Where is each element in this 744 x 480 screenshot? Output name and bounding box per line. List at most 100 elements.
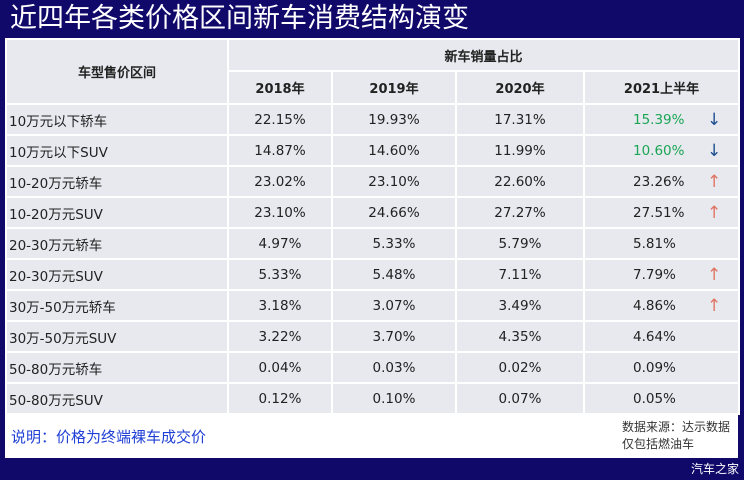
- table-row: 30万-50万元轿车 3.18% 3.07% 3.49% 4.86% ↑: [5, 289, 741, 322]
- cell-text: 27.27%: [494, 204, 546, 221]
- cell-value: 11.99%: [455, 134, 585, 167]
- row-label: 30万-50万元SUV: [5, 320, 229, 353]
- cell-value: 14.60%: [331, 134, 457, 167]
- table-row: 10-20万元SUV 23.10% 24.66% 27.27% 27.51% ↑: [5, 196, 741, 229]
- row-label: 20-30万元轿车: [5, 227, 229, 260]
- cell-value: 22.60%: [455, 165, 585, 198]
- arrow-up-icon: ↑: [707, 203, 722, 223]
- cell-text: 23.10%: [254, 204, 306, 221]
- cell-text: 24.66%: [368, 204, 420, 221]
- cell-text: 14.60%: [368, 142, 420, 159]
- cell-value: 4.64%: [582, 320, 741, 353]
- column-header: 2018年: [227, 70, 333, 105]
- cell-text: 23.10%: [368, 173, 420, 190]
- cell-value: 24.66%: [331, 196, 457, 229]
- cell-value: 0.12%: [227, 382, 333, 415]
- table-row: 10-20万元轿车 23.02% 23.10% 22.60% 23.26% ↑: [5, 165, 741, 198]
- cell-value: 3.07%: [331, 289, 457, 322]
- cell-text: 22.60%: [494, 173, 546, 190]
- page-title: 近四年各类价格区间新车消费结构演变: [10, 3, 469, 34]
- table-panel: 车型售价区间 新车销量占比 2018年 2019年 2020年 2021上半年 …: [5, 38, 741, 458]
- table-row: 20-30万元SUV 5.33% 5.48% 7.11% 7.79% ↑: [5, 258, 741, 291]
- cell-value: 5.33%: [227, 258, 333, 291]
- cell-text: 5.33%: [258, 266, 302, 283]
- cell-text: 3.49%: [498, 297, 542, 314]
- cell-value: 17.31%: [455, 103, 585, 136]
- cell-value: 22.15%: [227, 103, 333, 136]
- cell-text: 3.22%: [258, 328, 302, 345]
- cell-value: 5.79%: [455, 227, 585, 260]
- cell-value: 15.39% ↓: [582, 103, 741, 136]
- row-label: 20-30万元SUV: [5, 258, 229, 291]
- cell-text: 23.02%: [254, 173, 306, 190]
- watermark: 汽车之家: [690, 462, 739, 476]
- cell-value: 4.97%: [227, 227, 333, 260]
- cell-text: 5.79%: [498, 235, 542, 252]
- cell-value: 0.03%: [331, 351, 457, 384]
- cell-text: 0.10%: [372, 390, 416, 407]
- cell-value: 23.10%: [227, 196, 333, 229]
- cell-value: 4.35%: [455, 320, 585, 353]
- cell-text: 27.51%: [633, 204, 685, 221]
- cell-text: 23.26%: [633, 173, 685, 190]
- table-row: 50-80万元SUV 0.12% 0.10% 0.07% 0.05%: [5, 382, 741, 415]
- cell-text: 4.97%: [258, 235, 302, 252]
- table-row: 20-30万元轿车 4.97% 5.33% 5.79% 5.81%: [5, 227, 741, 260]
- source-line: 仅包括燃油车: [621, 437, 694, 451]
- cell-text: 0.07%: [498, 390, 542, 407]
- cell-value: 0.05%: [582, 382, 741, 415]
- cell-text: 4.64%: [633, 328, 676, 345]
- cell-text: 0.12%: [258, 390, 302, 407]
- arrow-up-icon: ↑: [707, 296, 722, 316]
- price-structure-table: 车型售价区间 新车销量占比 2018年 2019年 2020年 2021上半年 …: [5, 38, 741, 415]
- cell-value: 3.70%: [331, 320, 457, 353]
- table-row: 10万元以下SUV 14.87% 14.60% 11.99% 10.60% ↓: [5, 134, 741, 167]
- cell-value: 27.51% ↑: [582, 196, 741, 229]
- source-line: 数据来源：达示数据: [621, 420, 730, 434]
- cell-text: 0.02%: [498, 359, 542, 376]
- row-label: 10万元以下轿车: [5, 103, 229, 136]
- cell-text: 19.93%: [368, 111, 420, 128]
- cell-value: 5.33%: [331, 227, 457, 260]
- cell-text: 5.48%: [372, 266, 416, 283]
- group-header: 新车销量占比: [226, 38, 741, 72]
- row-label: 50-80万元SUV: [5, 382, 229, 415]
- cell-text: 10.60%: [633, 142, 685, 159]
- row-label: 50-80万元轿车: [5, 351, 229, 384]
- cell-value: 27.27%: [455, 196, 585, 229]
- cell-text: 0.09%: [633, 359, 676, 376]
- cell-text: 3.18%: [258, 297, 302, 314]
- cell-text: 3.07%: [372, 297, 416, 314]
- table-row: 30万-50万元SUV 3.22% 3.70% 4.35% 4.64%: [5, 320, 741, 353]
- cell-value: 3.18%: [227, 289, 333, 322]
- row-label: 10-20万元轿车: [5, 165, 229, 198]
- row-label: 10-20万元SUV: [5, 196, 229, 229]
- cell-text: 17.31%: [494, 111, 546, 128]
- cell-value: 14.87%: [227, 134, 333, 167]
- arrow-down-icon: ↓: [707, 141, 722, 161]
- table-row: 10万元以下轿车 22.15% 19.93% 17.31% 15.39% ↓: [5, 103, 741, 136]
- cell-value: 19.93%: [331, 103, 457, 136]
- cell-value: 23.10%: [331, 165, 457, 198]
- cell-text: 0.05%: [633, 390, 676, 407]
- cell-text: 4.35%: [498, 328, 542, 345]
- cell-text: 11.99%: [494, 142, 546, 159]
- row-header: 车型售价区间: [5, 38, 229, 105]
- cell-text: 7.11%: [498, 266, 542, 283]
- cell-value: 23.02%: [227, 165, 333, 198]
- cell-text: 0.03%: [372, 359, 416, 376]
- cell-value: 0.07%: [455, 382, 585, 415]
- source-text: 数据来源：达示数据 仅包括燃油车: [622, 419, 730, 453]
- table-row: 50-80万元轿车 0.04% 0.03% 0.02% 0.09%: [5, 351, 741, 384]
- cell-value: 5.81%: [582, 227, 741, 260]
- cell-text: 5.81%: [633, 235, 676, 252]
- note-text: 说明：价格为终端裸车成交价: [11, 428, 207, 446]
- cell-text: 7.79%: [633, 266, 676, 283]
- cell-text: 4.86%: [633, 297, 676, 314]
- arrow-up-icon: ↑: [707, 265, 722, 285]
- cell-value: 10.60% ↓: [582, 134, 741, 167]
- cell-text: 0.04%: [258, 359, 302, 376]
- arrow-up-icon: ↑: [707, 172, 722, 192]
- row-label: 10万元以下SUV: [5, 134, 229, 167]
- cell-value: 23.26% ↑: [582, 165, 741, 198]
